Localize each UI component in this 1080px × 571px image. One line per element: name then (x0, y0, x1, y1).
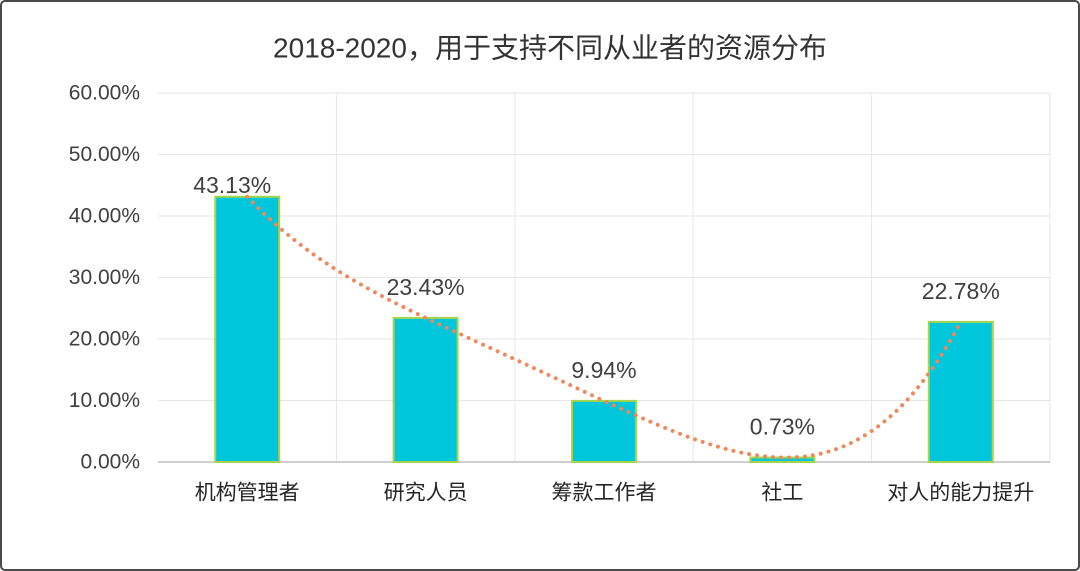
bars (214, 195, 994, 464)
gridlines (158, 92, 1051, 463)
category-label: 机构管理者 (195, 482, 300, 505)
category-label: 筹款工作者 (552, 482, 657, 505)
y-tick-label: 10.00% (69, 389, 140, 412)
chart-title: 2018-2020，用于支持不同从业者的资源分布 (273, 33, 827, 64)
data-label: 9.94% (571, 357, 636, 383)
data-labels: 43.13% 23.43% 9.94% 0.73% 22.78% (193, 172, 1000, 440)
y-tick-label: 20.00% (69, 328, 140, 351)
bar (392, 316, 459, 463)
x-axis-category-labels: 机构管理者 研究人员 筹款工作者 社工 对人的能力提升 (195, 482, 1035, 505)
category-label: 对人的能力提升 (887, 482, 1034, 505)
data-label: 22.78% (922, 278, 1000, 304)
data-label: 43.13% (193, 172, 271, 198)
y-axis-tick-labels: 0.00% 10.00% 20.00% 30.00% 40.00% 50.00% 60.00… (69, 82, 140, 474)
data-label: 23.43% (387, 274, 465, 300)
y-tick-label: 50.00% (69, 143, 140, 166)
data-label: 0.73% (750, 414, 815, 440)
bar (927, 320, 994, 464)
category-label: 社工 (761, 482, 803, 505)
trendline-layer (245, 194, 963, 460)
y-tick-label: 60.00% (69, 82, 140, 105)
y-tick-label: 0.00% (80, 451, 140, 474)
y-tick-label: 30.00% (69, 266, 140, 289)
bar (214, 195, 281, 464)
category-label: 研究人员 (384, 482, 468, 505)
y-tick-label: 40.00% (69, 205, 140, 228)
bar (571, 399, 637, 463)
trendline (245, 194, 963, 460)
